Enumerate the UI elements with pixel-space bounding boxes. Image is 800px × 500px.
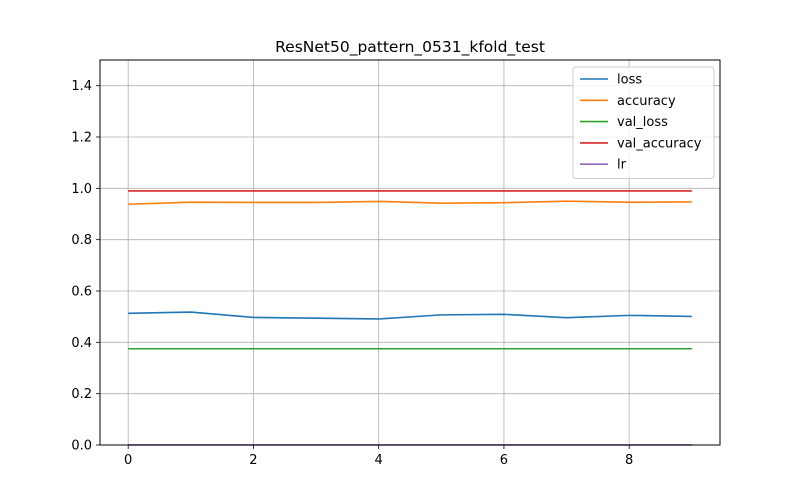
x-tick-label: 8 [625,453,633,468]
plot-frame [99,59,721,446]
legend-label-val-loss: val_loss [617,115,668,130]
legend-label-accuracy: accuracy [617,94,676,109]
y-tick-label: 0.6 [71,285,92,300]
x-tick-label: 4 [375,453,383,468]
y-tick-label: 0.0 [71,439,92,454]
legend-label-val-accuracy: val_accuracy [617,136,702,151]
y-tick-label: 1.0 [71,182,92,197]
legend-label-lr: lr [617,158,627,173]
x-axis: 0 2 4 6 8 [124,445,633,468]
x-tick-label: 6 [500,453,508,468]
y-tick-label: 1.4 [71,79,92,94]
series-line-loss [128,311,692,320]
legend-box [572,66,715,179]
x-tick-label: 2 [249,453,257,468]
series-line-accuracy [128,200,692,206]
legend-label-loss: loss [617,73,642,88]
chart-title: ResNet50_pattern_0531_kfold_test [275,38,545,57]
y-axis: 0.0 0.2 0.4 0.6 0.8 1.0 1.2 1.4 [71,79,100,454]
y-tick-label: 0.8 [71,233,92,248]
x-tick-label: 0 [124,453,132,468]
y-tick-label: 0.2 [71,387,92,402]
y-tick-label: 1.2 [71,131,92,146]
series-lines [128,190,692,446]
y-tick-label: 0.4 [71,336,92,351]
